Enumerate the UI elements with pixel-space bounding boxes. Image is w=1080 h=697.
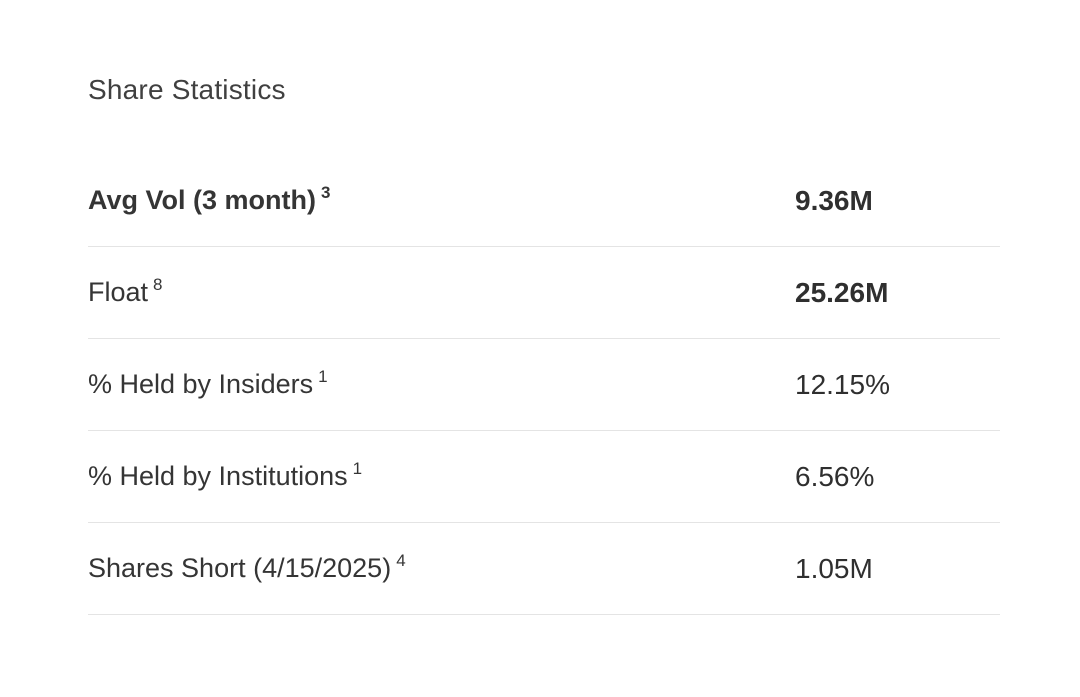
- table-row: Float 8 25.26M: [88, 247, 1000, 339]
- stat-label-text: % Held by Institutions: [88, 461, 348, 492]
- share-statistics-table: Avg Vol (3 month) 3 9.36M Float 8 25.26M %…: [88, 155, 1000, 615]
- stat-value: 25.26M: [795, 276, 889, 308]
- table-row: % Held by Institutions 1 6.56%: [88, 431, 1000, 523]
- stat-value: 1.05M: [795, 552, 873, 584]
- footnote-superscript: 1: [352, 459, 363, 479]
- footnote-superscript: 3: [320, 183, 331, 203]
- table-row: Avg Vol (3 month) 3 9.36M: [88, 155, 1000, 247]
- stat-label-text: Float: [88, 277, 149, 308]
- stat-label: Shares Short (4/15/2025) 4: [88, 552, 795, 584]
- table-row: Shares Short (4/15/2025) 4 1.05M: [88, 523, 1000, 615]
- share-statistics-panel: Share Statistics Avg Vol (3 month) 3 9.36…: [88, 74, 1000, 615]
- footnote-superscript: 8: [153, 275, 163, 295]
- stat-value: 6.56%: [795, 460, 875, 492]
- stat-label: % Held by Insiders 1: [88, 368, 795, 400]
- stat-label-text: Shares Short (4/15/2025): [88, 553, 392, 584]
- stat-label-text: Avg Vol (3 month): [88, 185, 316, 216]
- stat-value: 9.36M: [795, 184, 873, 216]
- stat-label: Avg Vol (3 month) 3: [88, 184, 795, 216]
- table-row: % Held by Insiders 1 12.15%: [88, 339, 1000, 431]
- panel-title: Share Statistics: [88, 74, 286, 105]
- stat-label: % Held by Institutions 1: [88, 460, 795, 492]
- stat-value: 12.15%: [795, 368, 890, 400]
- stat-label-text: % Held by Insiders: [88, 369, 314, 400]
- footnote-superscript: 4: [396, 551, 406, 571]
- footnote-superscript: 1: [318, 367, 328, 387]
- stat-label: Float 8: [88, 276, 795, 308]
